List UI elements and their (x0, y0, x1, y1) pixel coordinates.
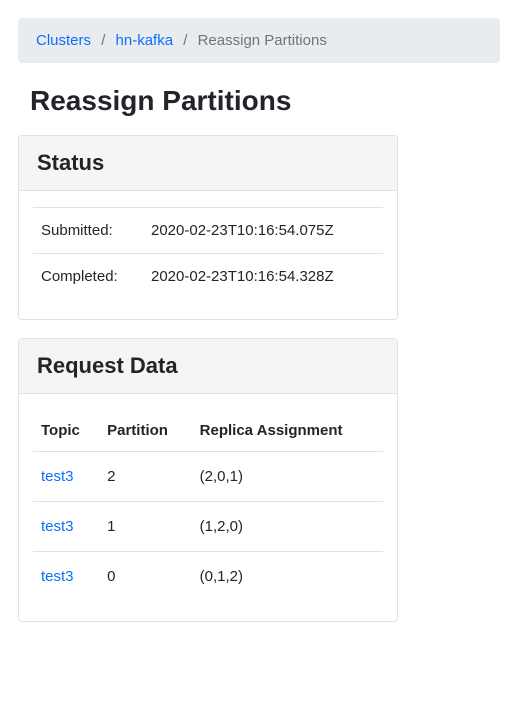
content-area: Status Submitted: 2020-02-23T10:16:54.07… (0, 135, 518, 664)
status-label: Completed: (33, 254, 143, 300)
request-data-panel-header: Request Data (19, 339, 397, 394)
status-value: 2020-02-23T10:16:54.328Z (143, 254, 383, 300)
replica-cell: (1,2,0) (192, 502, 383, 552)
breadcrumb: Clusters / hn-kafka / Reassign Partition… (18, 18, 500, 63)
breadcrumb-current: Reassign Partitions (198, 32, 327, 49)
partition-cell: 1 (99, 502, 192, 552)
status-row: Submitted: 2020-02-23T10:16:54.075Z (33, 208, 383, 254)
replica-cell: (0,1,2) (192, 552, 383, 602)
table-header-row: Topic Partition Replica Assignment (33, 410, 383, 452)
topic-link[interactable]: test3 (41, 568, 74, 585)
breadcrumb-separator: / (95, 32, 111, 49)
table-row: test3 1 (1,2,0) (33, 502, 383, 552)
page-title: Reassign Partitions (0, 63, 518, 135)
request-data-table: Topic Partition Replica Assignment test3… (33, 410, 383, 601)
breadcrumb-separator: / (177, 32, 193, 49)
status-panel-body: Submitted: 2020-02-23T10:16:54.075Z Comp… (19, 191, 397, 319)
partition-cell: 2 (99, 452, 192, 502)
request-data-panel: Request Data Topic Partition Replica Ass… (18, 338, 398, 622)
breadcrumb-link-clusters[interactable]: Clusters (36, 32, 91, 49)
table-row: test3 2 (2,0,1) (33, 452, 383, 502)
status-value: 2020-02-23T10:16:54.075Z (143, 208, 383, 254)
request-data-panel-body: Topic Partition Replica Assignment test3… (19, 394, 397, 621)
replica-cell: (2,0,1) (192, 452, 383, 502)
topic-link[interactable]: test3 (41, 518, 74, 535)
status-row: Completed: 2020-02-23T10:16:54.328Z (33, 254, 383, 300)
status-panel: Status Submitted: 2020-02-23T10:16:54.07… (18, 135, 398, 320)
column-header-topic: Topic (33, 410, 99, 452)
status-label: Submitted: (33, 208, 143, 254)
topic-link[interactable]: test3 (41, 468, 74, 485)
column-header-partition: Partition (99, 410, 192, 452)
status-panel-header: Status (19, 136, 397, 191)
column-header-replica: Replica Assignment (192, 410, 383, 452)
breadcrumb-link-cluster-name[interactable]: hn-kafka (116, 32, 174, 49)
status-table: Submitted: 2020-02-23T10:16:54.075Z Comp… (33, 207, 383, 299)
partition-cell: 0 (99, 552, 192, 602)
table-row: test3 0 (0,1,2) (33, 552, 383, 602)
